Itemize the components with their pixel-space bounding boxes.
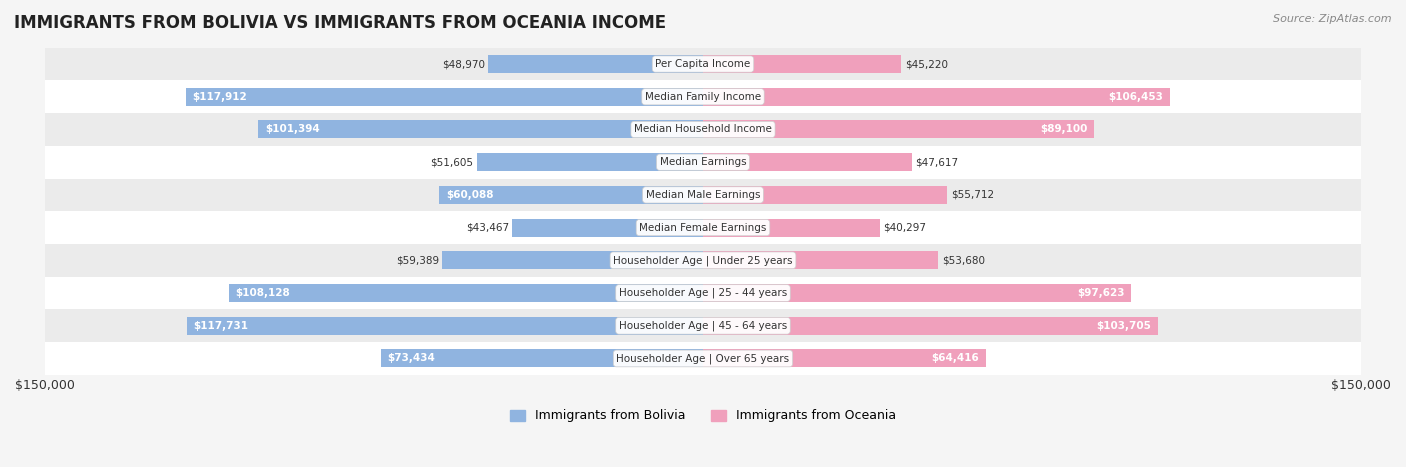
Bar <box>703 120 1094 139</box>
Text: $55,712: $55,712 <box>950 190 994 200</box>
Text: $103,705: $103,705 <box>1097 321 1152 331</box>
Text: $60,088: $60,088 <box>446 190 494 200</box>
FancyBboxPatch shape <box>45 342 1361 375</box>
Bar <box>381 349 703 368</box>
Bar <box>259 120 703 139</box>
Text: $40,297: $40,297 <box>883 223 927 233</box>
Text: Householder Age | 25 - 44 years: Householder Age | 25 - 44 years <box>619 288 787 298</box>
Bar <box>703 88 1170 106</box>
Bar <box>703 219 880 237</box>
Text: $117,912: $117,912 <box>193 92 247 102</box>
Bar <box>703 251 938 269</box>
Bar <box>477 153 703 171</box>
FancyBboxPatch shape <box>45 277 1361 310</box>
Bar <box>488 55 703 73</box>
FancyBboxPatch shape <box>45 310 1361 342</box>
Text: Householder Age | Over 65 years: Householder Age | Over 65 years <box>616 353 790 364</box>
Bar <box>703 284 1132 302</box>
Text: $117,731: $117,731 <box>193 321 247 331</box>
Text: $51,605: $51,605 <box>430 157 474 167</box>
Text: Median Family Income: Median Family Income <box>645 92 761 102</box>
Bar <box>703 317 1159 335</box>
Bar <box>187 317 703 335</box>
Bar <box>440 186 703 204</box>
Text: Source: ZipAtlas.com: Source: ZipAtlas.com <box>1274 14 1392 24</box>
Bar <box>229 284 703 302</box>
Text: $108,128: $108,128 <box>235 288 290 298</box>
Text: $43,467: $43,467 <box>465 223 509 233</box>
Text: $53,680: $53,680 <box>942 255 984 265</box>
Text: IMMIGRANTS FROM BOLIVIA VS IMMIGRANTS FROM OCEANIA INCOME: IMMIGRANTS FROM BOLIVIA VS IMMIGRANTS FR… <box>14 14 666 32</box>
FancyBboxPatch shape <box>45 244 1361 277</box>
Text: $59,389: $59,389 <box>396 255 439 265</box>
Text: $89,100: $89,100 <box>1040 125 1087 134</box>
FancyBboxPatch shape <box>45 178 1361 211</box>
Text: $97,623: $97,623 <box>1077 288 1125 298</box>
Text: $106,453: $106,453 <box>1108 92 1163 102</box>
Text: Per Capita Income: Per Capita Income <box>655 59 751 69</box>
FancyBboxPatch shape <box>45 80 1361 113</box>
Text: Householder Age | Under 25 years: Householder Age | Under 25 years <box>613 255 793 266</box>
Text: $47,617: $47,617 <box>915 157 959 167</box>
Text: $48,970: $48,970 <box>441 59 485 69</box>
Bar <box>703 349 986 368</box>
Text: Householder Age | 45 - 64 years: Householder Age | 45 - 64 years <box>619 320 787 331</box>
FancyBboxPatch shape <box>45 48 1361 80</box>
Bar <box>703 55 901 73</box>
FancyBboxPatch shape <box>45 211 1361 244</box>
Text: $101,394: $101,394 <box>264 125 319 134</box>
Bar <box>512 219 703 237</box>
FancyBboxPatch shape <box>45 146 1361 178</box>
Text: $45,220: $45,220 <box>904 59 948 69</box>
Bar <box>186 88 703 106</box>
Text: Median Female Earnings: Median Female Earnings <box>640 223 766 233</box>
Bar <box>443 251 703 269</box>
Text: Median Male Earnings: Median Male Earnings <box>645 190 761 200</box>
Text: Median Earnings: Median Earnings <box>659 157 747 167</box>
Text: $73,434: $73,434 <box>388 354 436 363</box>
FancyBboxPatch shape <box>45 113 1361 146</box>
Legend: Immigrants from Bolivia, Immigrants from Oceania: Immigrants from Bolivia, Immigrants from… <box>505 404 901 427</box>
Text: $64,416: $64,416 <box>931 354 979 363</box>
Bar <box>703 186 948 204</box>
Text: Median Household Income: Median Household Income <box>634 125 772 134</box>
Bar <box>703 153 912 171</box>
